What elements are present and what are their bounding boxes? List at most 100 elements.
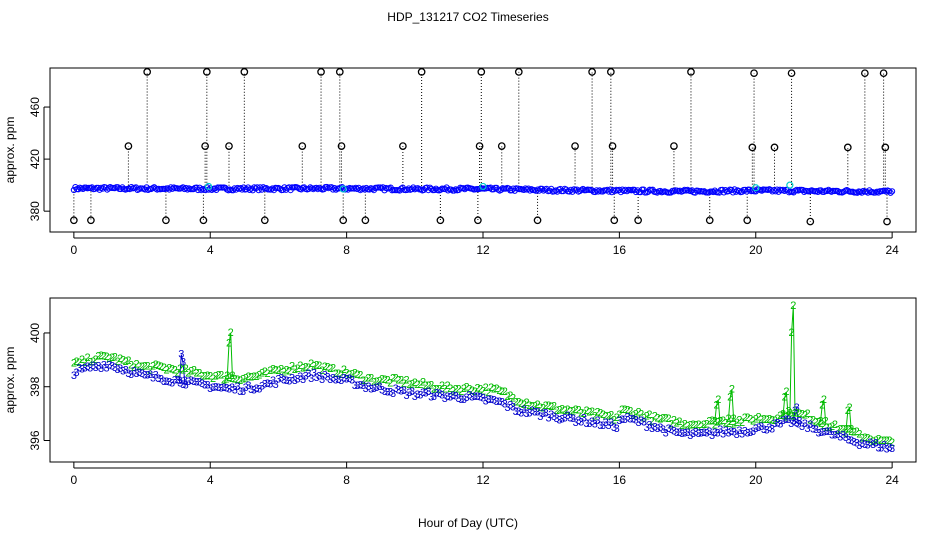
series-2-point: 2: [93, 354, 99, 366]
series-2-point: 2: [777, 410, 783, 422]
series-3-point: 3: [450, 390, 456, 402]
bottom-series-points: 2222222222222222222222222222222222222222…: [71, 350, 895, 456]
series-3-point: 3: [630, 414, 636, 426]
series-2-point: 2: [747, 413, 753, 425]
series-2-point: 2: [453, 383, 459, 395]
series-2-point: 2: [169, 363, 175, 375]
baseline-point: [854, 189, 861, 196]
series-3-point: 3: [510, 402, 516, 414]
baseline-point: [540, 187, 547, 194]
series-3-point: 3: [98, 363, 104, 375]
series-2-point: 2: [581, 408, 587, 420]
series-3-point: 3: [114, 364, 120, 376]
series-3-point: 3: [374, 382, 380, 394]
series-2-point: 2: [862, 432, 868, 444]
series-3-point: 3: [775, 417, 781, 429]
series-3-point: 3: [502, 399, 508, 411]
series-2-point: 2: [701, 419, 707, 431]
series-3-point: 3: [169, 377, 175, 389]
baseline-point: [88, 184, 96, 191]
series-3-point: 3: [837, 432, 843, 444]
series-3-point: 3: [117, 363, 123, 375]
top-y-axis-label: approx. ppm: [3, 117, 17, 184]
series-3-point: 3: [442, 393, 448, 405]
series-2-point: 2: [311, 361, 317, 373]
series-3-point: 3: [390, 388, 396, 400]
series-2-point: 2: [300, 362, 306, 374]
series-2-point: 2: [360, 375, 366, 387]
series-2-point: 2: [764, 414, 770, 426]
series-3-point: 3: [286, 375, 292, 387]
series-3-point: 3: [704, 428, 710, 440]
series-2-point: 2: [256, 370, 262, 382]
series-2-point: 2: [134, 359, 140, 371]
series-3-point: 3: [314, 372, 320, 384]
series-3-point: 3: [207, 383, 213, 395]
series-2-point: 2: [264, 368, 270, 380]
series-2-point: 2: [185, 368, 191, 380]
spike-point: 3: [794, 402, 800, 414]
spike-point: 2: [782, 391, 788, 403]
baseline-point: [526, 187, 534, 194]
baseline-point: [314, 186, 321, 193]
series-3-point: 3: [848, 435, 854, 447]
outlier-point: [162, 216, 170, 225]
series-2-point: 2: [698, 421, 704, 433]
outlier-point: [399, 142, 407, 150]
series-3-point: 3: [840, 430, 846, 442]
series-2-point: 2: [483, 382, 489, 394]
series-2-point: 2: [74, 356, 80, 368]
series-3-point: 3: [221, 382, 227, 394]
series-2-point: 2: [354, 369, 360, 381]
spike-point: 2: [783, 386, 789, 398]
series-2-point: 2: [753, 413, 759, 425]
baseline-point: [248, 185, 255, 192]
spike-point: 3: [790, 416, 796, 428]
series-2-point: 2: [79, 354, 85, 366]
series-3-point: 3: [701, 427, 707, 439]
spike-line: [789, 306, 796, 414]
baseline-point: [152, 185, 159, 192]
x-tick-label: 0: [71, 473, 78, 487]
spike-point: 2: [845, 405, 851, 417]
baseline-point: [676, 187, 684, 194]
spike-point: 2: [725, 413, 731, 425]
series-2-point: 2: [736, 415, 742, 427]
series-3-point: 3: [131, 366, 137, 378]
series-3-point: 3: [139, 368, 145, 380]
baseline-point: [654, 189, 661, 196]
series-2-point: 2: [464, 381, 470, 393]
series-3-point: 3: [622, 414, 628, 426]
series-2-point: 2: [526, 400, 532, 412]
outlier-point: [417, 68, 426, 76]
series-2-point: 2: [540, 402, 546, 414]
series-2-point: 2: [221, 375, 227, 387]
spike-point: 2: [823, 416, 829, 428]
series-3-point: 3: [191, 376, 197, 388]
baseline-point: [79, 185, 87, 192]
series-3-point: 3: [254, 383, 260, 395]
series-3-point: 3: [240, 386, 246, 398]
spike-point: 2: [226, 338, 232, 350]
baseline-point: [670, 188, 678, 195]
series-3-point: 3: [824, 426, 830, 438]
series-2-point: 2: [455, 383, 461, 395]
series-2-point: 2: [865, 432, 871, 444]
series-2-point: 2: [174, 368, 180, 380]
series-3-point: 3: [854, 438, 860, 450]
x-tick-label: 12: [476, 243, 490, 257]
series-2-point: 2: [889, 437, 895, 449]
baseline-point: [779, 186, 787, 193]
outlier-point: [361, 216, 370, 225]
baseline-point: [579, 185, 587, 193]
series-3-point: 3: [731, 427, 737, 439]
series-2-point: 2: [813, 416, 819, 428]
series-2-point: 2: [772, 415, 778, 427]
series-2-point: 2: [153, 359, 159, 371]
series-2-point: 2: [324, 361, 330, 373]
series-3-point: 3: [346, 373, 352, 385]
series-2-point: 2: [507, 390, 513, 402]
series-2-point: 2: [608, 410, 614, 422]
x-tick-label: 8: [343, 473, 350, 487]
series-3-point: 3: [93, 362, 99, 374]
